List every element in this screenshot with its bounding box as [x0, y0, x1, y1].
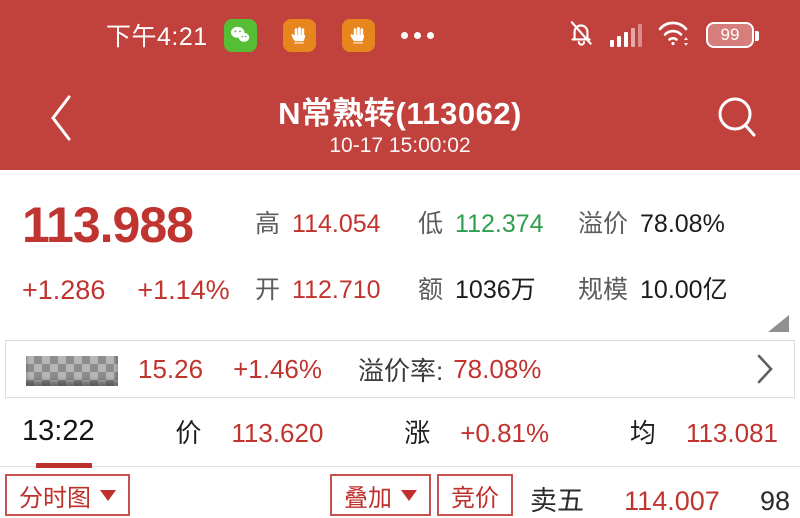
status-bar: 下午4:21	[0, 0, 800, 56]
chevron-left-icon	[51, 95, 71, 141]
wifi-icon	[656, 18, 692, 53]
search-icon	[718, 97, 756, 137]
stat-turnover: 额 1036万	[418, 276, 536, 304]
back-button[interactable]	[48, 94, 74, 147]
underlying-price: 15.26	[138, 353, 204, 384]
readout-price: 价 113.620	[175, 417, 324, 448]
stat-low: 低 112.374	[418, 210, 544, 238]
quote-timestamp: 10-17 15:00:02	[329, 134, 471, 157]
underlying-stock-row[interactable]: 15.26 +1.46% 溢价率: 78.08%	[5, 340, 795, 398]
page-title: N常熟转(113062)	[278, 96, 522, 131]
crosshair-readout-row: 13:22 价 113.620 涨 +0.81% 均 113.081	[0, 398, 800, 464]
premium-rate-label: 溢价率:	[357, 355, 444, 386]
clock: 下午4:21	[106, 23, 208, 51]
stat-premium: 溢价 78.08%	[578, 210, 725, 238]
stat-issue-size: 规模 10.00亿	[578, 276, 728, 304]
auction-button[interactable]: 竞价	[437, 474, 513, 516]
chevron-right-icon	[756, 353, 774, 385]
search-button[interactable]	[714, 92, 760, 147]
hand-app-notification-icon	[341, 18, 375, 52]
overlay-button[interactable]: 叠加	[330, 474, 431, 516]
more-notifications-icon	[400, 31, 434, 39]
sell5-quote: 卖五 114.007 98	[530, 479, 790, 518]
stat-high: 高 114.054	[255, 210, 381, 238]
price-block: 113.988 +1.286 +1.14%	[22, 200, 255, 340]
price-change: +1.286	[22, 275, 106, 305]
hand-app-notification-icon	[282, 18, 316, 52]
quote-stats-grid: 高 114.054 低 112.374 溢价 78.08% 开 112.710 …	[255, 200, 796, 340]
readout-change: 涨 +0.81%	[404, 417, 550, 448]
chart-type-button[interactable]: 分时图	[5, 474, 130, 516]
sell5-label: 卖五	[530, 486, 584, 516]
wechat-notification-icon	[223, 18, 257, 52]
stat-open: 开 112.710	[255, 276, 381, 304]
dropdown-arrow-icon	[100, 489, 116, 501]
quote-panel: 113.988 +1.286 +1.14% 高 114.054 低 112.37…	[0, 170, 800, 340]
app-header: 下午4:21	[0, 0, 800, 170]
battery-icon: 99	[706, 22, 759, 48]
sell5-price: 114.007	[624, 486, 720, 516]
censored-stock-name	[26, 356, 118, 386]
dropdown-arrow-icon	[401, 489, 417, 501]
expand-stats-icon[interactable]	[768, 315, 789, 332]
readout-average: 均 113.081	[629, 417, 778, 448]
status-right-icons: 99	[566, 18, 759, 53]
bottom-toolbar: 分时图 叠加 竞价 卖五 114.007 98	[0, 463, 800, 518]
signal-strength-icon	[610, 23, 642, 47]
active-tab-indicator	[36, 463, 92, 468]
sell5-volume: 98	[759, 486, 790, 516]
premium-rate-value: 78.08%	[453, 353, 542, 384]
current-price: 113.988	[22, 197, 194, 253]
readout-time: 13:22	[22, 414, 95, 447]
price-change-percent: +1.14%	[137, 275, 230, 305]
battery-level: 99	[720, 25, 740, 44]
bell-muted-icon	[566, 18, 596, 53]
underlying-change-percent: +1.46%	[233, 353, 322, 384]
